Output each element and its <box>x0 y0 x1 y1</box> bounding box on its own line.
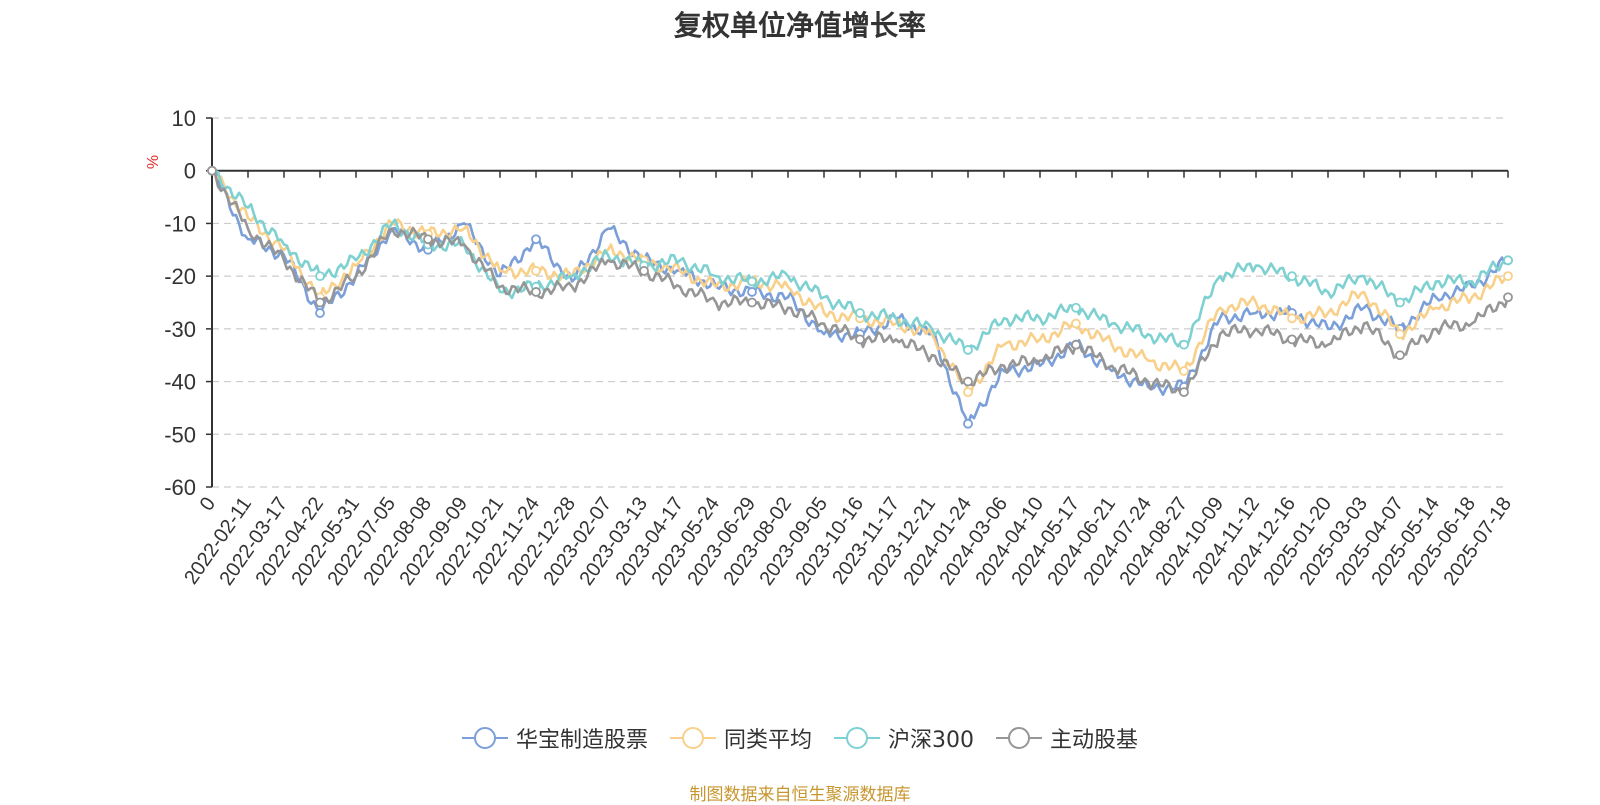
legend: 华宝制造股票 同类平均 沪深300 主动股基 <box>0 722 1600 754</box>
data-point <box>1071 339 1081 350</box>
data-point <box>855 334 865 345</box>
data-point <box>1287 334 1297 345</box>
data-point <box>315 271 325 282</box>
legend-swatch <box>996 727 1042 749</box>
data-point <box>1503 271 1513 282</box>
data-point <box>747 287 757 297</box>
series-line <box>211 168 1509 426</box>
data-point <box>747 276 757 287</box>
data-source-note: 制图数据来自恒生聚源数据库 <box>689 785 911 805</box>
y-tick-label: 0 <box>184 159 196 184</box>
y-tick-label: -30 <box>164 317 196 342</box>
series-line <box>211 169 1509 354</box>
legend-item[interactable]: 华宝制造股票 <box>461 722 648 754</box>
grid-lines <box>212 117 1508 488</box>
data-point <box>963 376 973 387</box>
data-point <box>1179 339 1189 350</box>
y-axis-unit-label: % <box>145 155 162 169</box>
data-point <box>315 308 325 318</box>
axes <box>206 117 1509 488</box>
legend-label: 华宝制造股票 <box>515 728 648 753</box>
y-tick-labels: 10 0 -10 -20 -30 -40 -50 -60 <box>164 106 196 500</box>
data-point <box>963 418 973 429</box>
data-point <box>423 234 433 245</box>
y-tick-label: -10 <box>164 211 196 236</box>
x-tick-labels: 02022-02-112022-03-172022-04-222022-05-3… <box>180 493 1516 589</box>
legend-item[interactable]: 主动股基 <box>996 722 1138 754</box>
data-point <box>963 387 973 398</box>
legend-swatch <box>461 727 508 749</box>
data-point <box>747 297 757 308</box>
data-point <box>1395 297 1405 308</box>
data-point <box>315 297 325 308</box>
legend-label: 同类平均 <box>723 728 812 753</box>
data-point <box>1287 313 1297 324</box>
data-point <box>963 345 973 355</box>
data-point <box>531 234 541 245</box>
data-point <box>639 265 649 276</box>
y-tick-label: 10 <box>172 106 196 131</box>
legend-item[interactable]: 沪深300 <box>834 722 974 754</box>
data-point <box>1503 255 1513 266</box>
y-tick-label: -20 <box>164 264 196 289</box>
legend-label: 主动股基 <box>1050 728 1139 753</box>
x-tick-label: 0 <box>196 493 220 515</box>
data-point <box>531 287 541 297</box>
data-point <box>531 265 541 276</box>
data-point <box>1071 302 1081 313</box>
data-point <box>1179 387 1189 398</box>
series-lines <box>207 165 1513 429</box>
y-tick-label: -40 <box>164 370 196 395</box>
chart-title: 复权单位净值增长率 <box>673 9 926 42</box>
data-point <box>1395 350 1405 361</box>
data-point <box>1395 329 1405 340</box>
legend-swatch <box>669 727 716 749</box>
data-point <box>1503 292 1513 303</box>
y-tick-label: -50 <box>164 422 196 447</box>
legend-swatch <box>834 727 880 749</box>
legend-label: 沪深300 <box>888 728 974 753</box>
data-point <box>1071 318 1081 329</box>
data-point <box>1179 366 1189 376</box>
legend-item[interactable]: 同类平均 <box>669 722 812 754</box>
data-point <box>855 308 865 318</box>
data-point <box>207 165 217 176</box>
data-point <box>1287 271 1297 282</box>
y-tick-label: -60 <box>164 475 196 500</box>
